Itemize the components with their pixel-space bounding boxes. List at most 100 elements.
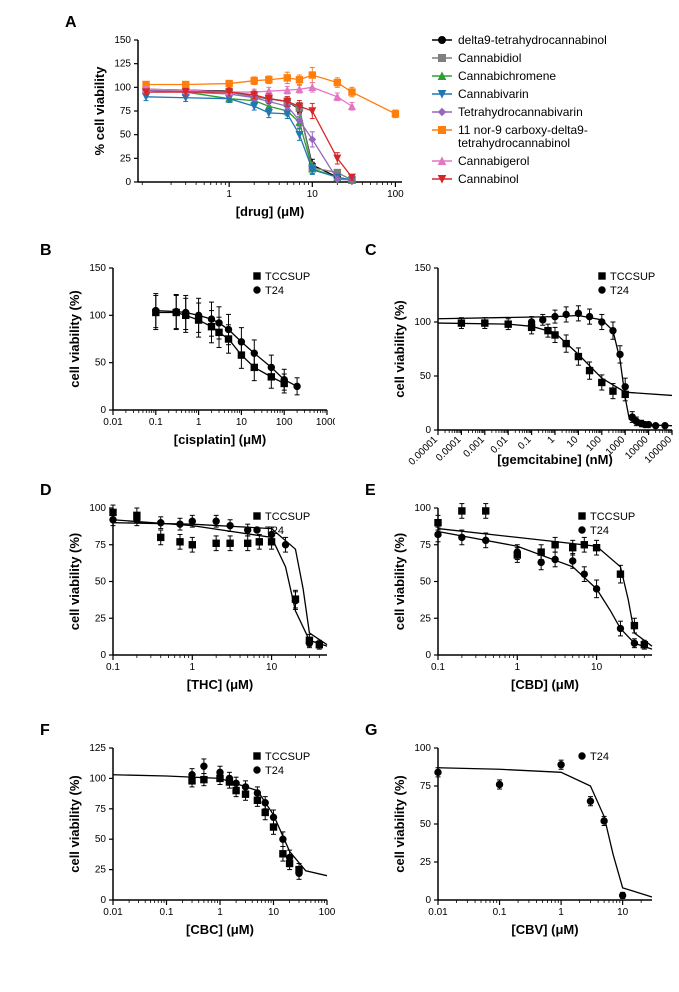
- svg-text:100: 100: [89, 503, 106, 514]
- svg-text:TCCSUP: TCCSUP: [265, 751, 310, 763]
- svg-text:10: 10: [617, 907, 629, 918]
- legend-A: delta9-tetrahydrocannabinol Cannabidiol Ca…: [430, 30, 679, 230]
- svg-text:delta9-tetrahydrocannabinol: delta9-tetrahydrocannabinol: [458, 33, 607, 47]
- svg-text:100: 100: [114, 82, 131, 93]
- chart-F: 02550751001250.010.1110100cell viability…: [65, 740, 335, 940]
- svg-text:T24: T24: [265, 285, 284, 297]
- svg-text:TCCSUP: TCCSUP: [265, 511, 310, 523]
- svg-text:0.001: 0.001: [461, 434, 487, 460]
- svg-text:25: 25: [420, 857, 432, 868]
- svg-text:0.1: 0.1: [160, 907, 174, 918]
- svg-text:25: 25: [120, 153, 132, 164]
- panel-label: F: [40, 722, 50, 740]
- svg-text:0.01: 0.01: [103, 417, 123, 428]
- svg-text:100: 100: [414, 317, 431, 328]
- svg-text:50: 50: [95, 834, 107, 845]
- svg-text:1: 1: [226, 189, 232, 200]
- chart-C: 0501001500.000010.00010.0010.010.1110100…: [390, 260, 679, 470]
- svg-text:0: 0: [100, 895, 106, 906]
- svg-text:10: 10: [591, 662, 603, 673]
- svg-text:0: 0: [125, 177, 131, 188]
- panel-label: A: [65, 14, 77, 32]
- panel-label: E: [365, 482, 376, 500]
- svg-text:75: 75: [95, 540, 107, 551]
- svg-text:0.1: 0.1: [516, 434, 534, 452]
- chart-E: 02550751000.1110cell viability (%)[CBD] …: [390, 500, 660, 695]
- svg-text:150: 150: [114, 35, 131, 46]
- svg-text:50: 50: [95, 577, 107, 588]
- svg-text:1: 1: [196, 417, 202, 428]
- svg-text:10: 10: [565, 434, 581, 450]
- svg-text:0.01: 0.01: [103, 907, 123, 918]
- svg-text:125: 125: [89, 743, 106, 754]
- svg-text:10: 10: [266, 662, 278, 673]
- svg-text:25: 25: [420, 613, 432, 624]
- svg-text:0.0001: 0.0001: [434, 434, 464, 464]
- svg-text:[CBV] (μM): [CBV] (μM): [511, 922, 578, 937]
- svg-text:T24: T24: [265, 525, 284, 537]
- svg-text:T24: T24: [590, 525, 609, 537]
- svg-text:1: 1: [190, 662, 196, 673]
- svg-text:[THC] (μM): [THC] (μM): [187, 677, 253, 692]
- svg-text:T24: T24: [610, 285, 629, 297]
- svg-text:cell viability (%): cell viability (%): [67, 290, 82, 388]
- svg-text:75: 75: [420, 781, 432, 792]
- svg-text:150: 150: [89, 263, 106, 274]
- chart-A: 0255075100125150110100% cell viability[d…: [90, 32, 410, 222]
- panel-label: G: [365, 722, 377, 740]
- svg-text:0.1: 0.1: [493, 907, 507, 918]
- panel-label: D: [40, 482, 52, 500]
- svg-text:50: 50: [420, 371, 432, 382]
- svg-text:0: 0: [100, 650, 106, 661]
- svg-text:Cannabigerol: Cannabigerol: [458, 154, 529, 168]
- svg-text:75: 75: [420, 540, 432, 551]
- svg-text:[CBC] (μM): [CBC] (μM): [186, 922, 254, 937]
- chart-B: 0 50 100 150 0.01 0.1 1 10 100 1000 cell viability…: [65, 260, 335, 450]
- svg-text:[CBD] (μM): [CBD] (μM): [511, 677, 579, 692]
- svg-text:Tetrahydrocannabivarin: Tetrahydrocannabivarin: [458, 105, 583, 119]
- svg-text:100: 100: [414, 503, 431, 514]
- figure-container: A0255075100125150110100% cell viability[…: [10, 10, 669, 980]
- svg-text:50: 50: [120, 130, 132, 141]
- svg-text:0.1: 0.1: [431, 662, 445, 673]
- svg-text:100: 100: [584, 434, 604, 454]
- svg-text:0: 0: [425, 895, 431, 906]
- svg-text:cell viability (%): cell viability (%): [392, 300, 407, 398]
- svg-text:Cannabidiol: Cannabidiol: [458, 51, 521, 65]
- svg-text:0.1: 0.1: [149, 417, 163, 428]
- chart-G: 02550751000.010.1110cell viability (%)[C…: [390, 740, 660, 940]
- svg-text:50: 50: [420, 577, 432, 588]
- svg-text:50: 50: [95, 358, 107, 369]
- svg-text:100: 100: [89, 310, 106, 321]
- svg-text:100: 100: [276, 417, 293, 428]
- svg-text:0: 0: [100, 405, 106, 416]
- svg-text:cell viability (%): cell viability (%): [67, 533, 82, 631]
- svg-text:50: 50: [420, 819, 432, 830]
- svg-text:10: 10: [268, 907, 280, 918]
- svg-text:[cisplatin] (μM): [cisplatin] (μM): [174, 432, 266, 447]
- svg-text:1000: 1000: [316, 417, 335, 428]
- svg-text:Cannabinol: Cannabinol: [458, 172, 519, 186]
- svg-text:[drug] (μM): [drug] (μM): [236, 204, 305, 219]
- svg-text:1: 1: [558, 907, 564, 918]
- svg-text:T24: T24: [265, 765, 284, 777]
- svg-text:cell viability (%): cell viability (%): [392, 775, 407, 873]
- svg-text:75: 75: [95, 804, 107, 815]
- svg-text:11 nor-9 carboxy-delta9-: 11 nor-9 carboxy-delta9-: [458, 123, 588, 137]
- svg-text:TCCSUP: TCCSUP: [610, 271, 655, 283]
- svg-text:25: 25: [95, 865, 107, 876]
- svg-text:T24: T24: [590, 751, 609, 763]
- svg-text:1: 1: [515, 662, 521, 673]
- svg-text:25: 25: [95, 613, 107, 624]
- svg-text:0.1: 0.1: [106, 662, 120, 673]
- svg-text:10: 10: [236, 417, 248, 428]
- panel-label: B: [40, 242, 52, 260]
- svg-text:TCCSUP: TCCSUP: [590, 511, 635, 523]
- svg-text:cell viability (%): cell viability (%): [392, 533, 407, 631]
- svg-text:100: 100: [414, 743, 431, 754]
- svg-text:100: 100: [319, 907, 335, 918]
- svg-text:125: 125: [114, 59, 131, 70]
- svg-text:0: 0: [425, 425, 431, 436]
- svg-text:Cannabivarin: Cannabivarin: [458, 87, 529, 101]
- svg-text:0.00001: 0.00001: [407, 434, 441, 468]
